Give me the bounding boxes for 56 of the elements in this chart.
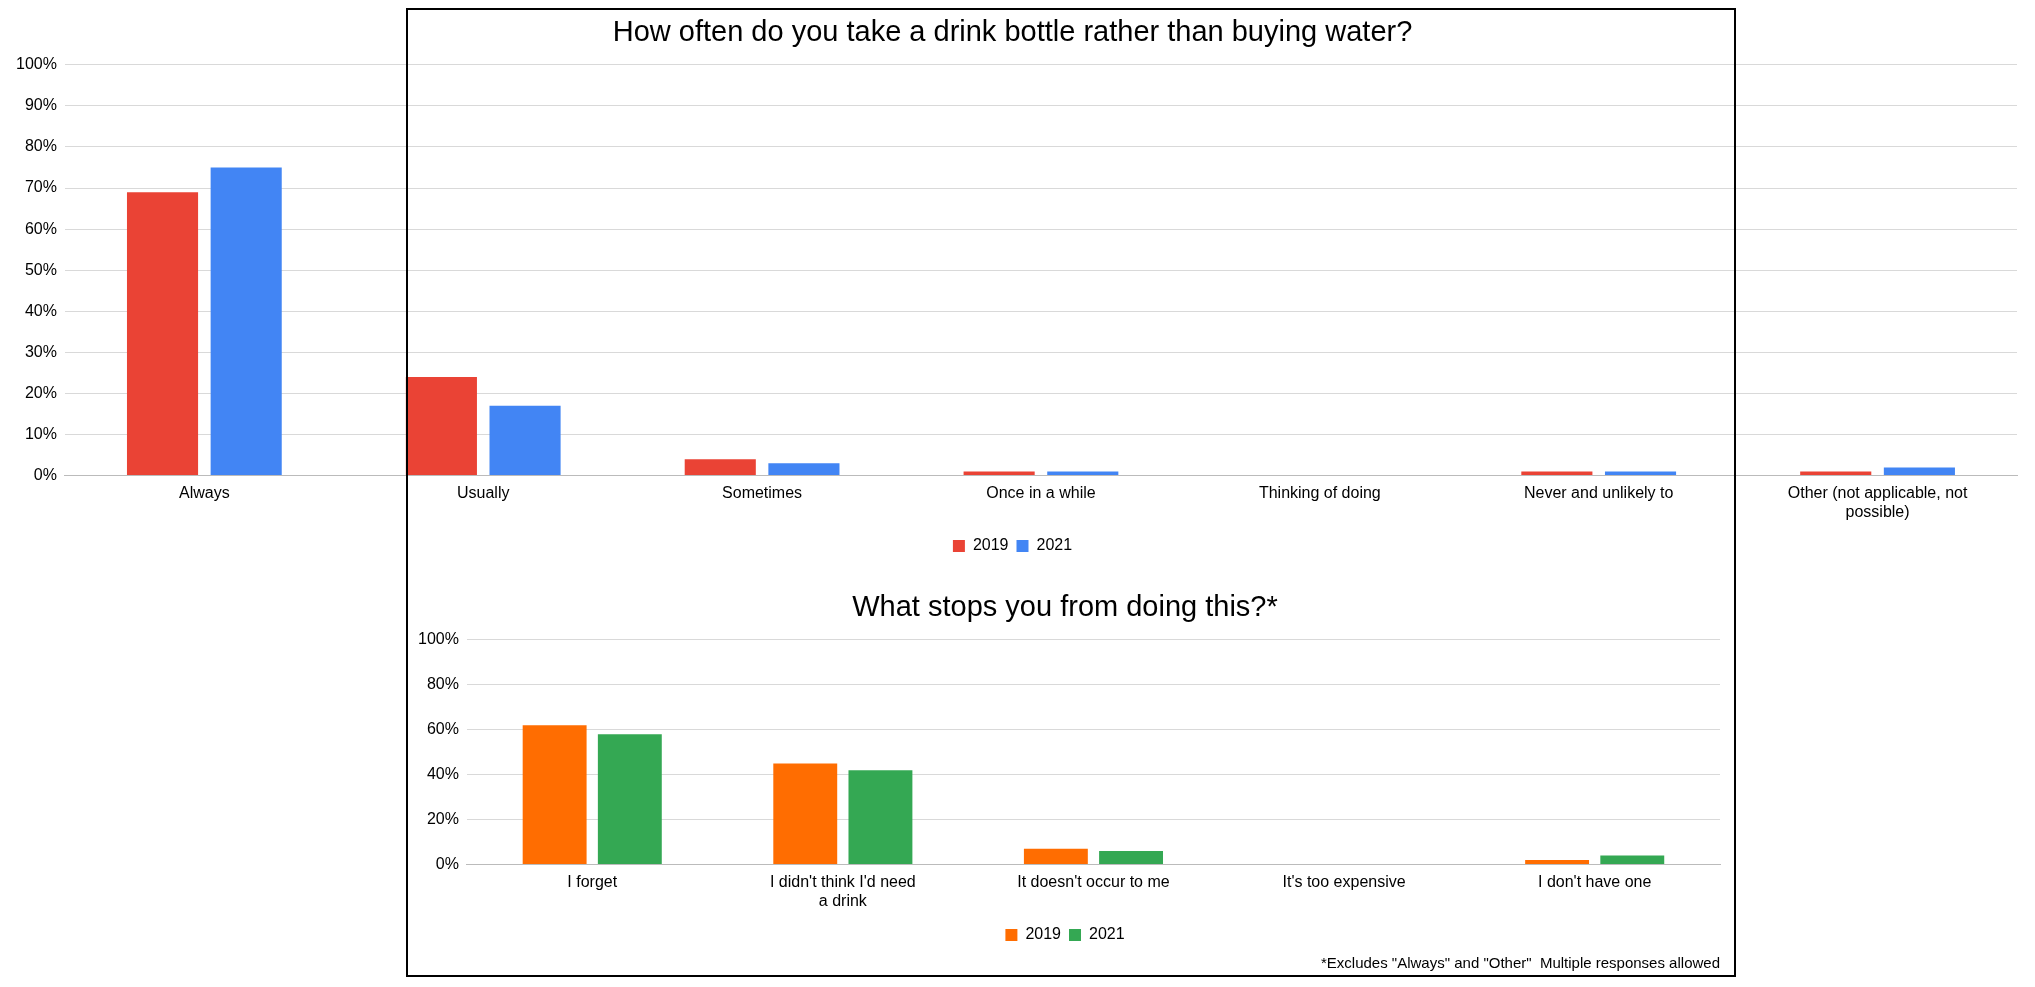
bar [1023, 848, 1088, 865]
bar [489, 405, 561, 476]
y-tick-label: 30% [24, 342, 57, 360]
y-tick-label: 100% [16, 55, 57, 73]
y-tick-label: 40% [24, 301, 57, 319]
bar [768, 463, 840, 476]
bar [522, 725, 587, 865]
y-tick-label: 10% [24, 424, 57, 442]
bar [1600, 855, 1665, 865]
x-tick-label: Never and unlikely to [1523, 483, 1674, 501]
bar [963, 471, 1035, 476]
legend-label: 2019 [1025, 925, 1062, 943]
y-tick-label: 20% [426, 810, 459, 828]
x-tick-label: It doesn't occur to me [1017, 872, 1170, 890]
x-tick-label: I didn't think I'd need a drink [769, 872, 916, 909]
x-tick-label: Thinking of doing [1258, 483, 1381, 501]
legend-label: 2021 [1036, 536, 1073, 554]
legend-label: 2019 [972, 536, 1009, 554]
y-tick-label: 80% [24, 137, 57, 155]
legend-label: 2021 [1089, 925, 1125, 943]
y-tick-label: 20% [24, 383, 57, 401]
bar [597, 734, 662, 865]
chart-title: What stops you from doing this?* [852, 590, 1278, 623]
x-tick-label: It's too expensive [1282, 872, 1406, 890]
bar [126, 192, 199, 476]
bar [1099, 851, 1164, 865]
bar [1047, 471, 1119, 476]
y-tick-label: 70% [24, 178, 57, 196]
bar [684, 459, 756, 476]
bar [848, 770, 913, 865]
bar [773, 763, 838, 865]
y-tick-label: 50% [24, 260, 57, 278]
y-tick-label: 60% [426, 720, 459, 738]
x-tick-label: I don't have one [1538, 872, 1652, 890]
bar [1883, 467, 1955, 476]
y-tick-label: 0% [33, 466, 57, 484]
y-tick-label: 0% [435, 855, 459, 873]
chart-title: How often do you take a drink bottle rather than buying water? [612, 15, 1413, 48]
y-tick-label: 80% [426, 675, 459, 693]
x-tick-label: Sometimes [722, 483, 803, 501]
bar [1604, 471, 1677, 476]
text: *Excludes "Always" and "Other" Multiple responses allowed [1321, 953, 1720, 971]
y-tick-label: 40% [426, 765, 459, 783]
x-tick-label: I forget [567, 872, 618, 890]
bar [1525, 860, 1590, 865]
x-tick-label: Once in a while [986, 483, 1096, 501]
x-tick-label: Always [179, 483, 230, 501]
x-tick-label: Other (not applicable, not possible) [1787, 483, 1968, 520]
y-tick-label: 100% [418, 630, 459, 648]
y-tick-label: 90% [24, 96, 57, 114]
y-tick-label: 60% [24, 219, 57, 237]
x-tick-label: Usually [456, 483, 510, 501]
bar [1521, 471, 1593, 476]
bar [405, 377, 477, 476]
bar [1800, 471, 1872, 476]
bar [210, 167, 282, 476]
